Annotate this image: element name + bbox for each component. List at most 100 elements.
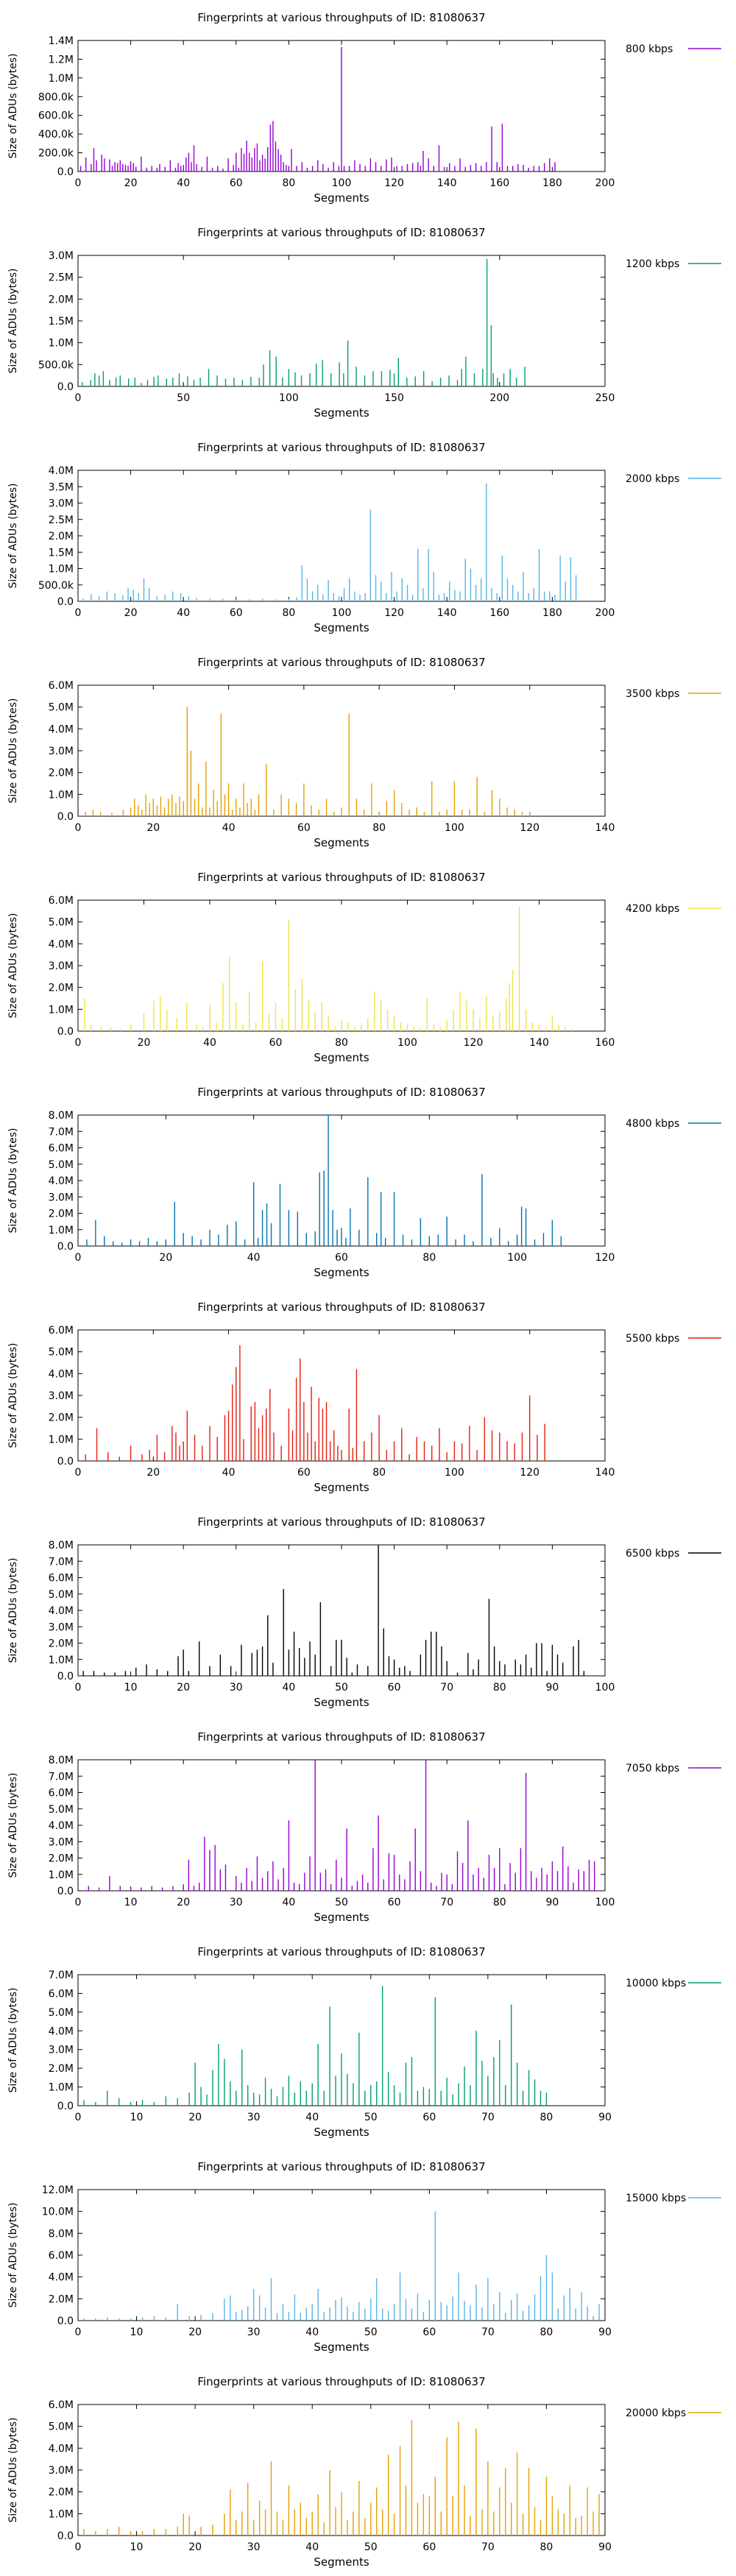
x-tick-label: 90 bbox=[598, 2541, 612, 2553]
x-tick-label: 80 bbox=[422, 1252, 436, 1264]
x-tick-label: 140 bbox=[529, 1037, 549, 1049]
y-tick-label: 3.0M bbox=[49, 1192, 74, 1203]
x-tick-label: 100 bbox=[595, 1682, 615, 1694]
legend-label: 6500 kbps bbox=[626, 1548, 679, 1560]
x-tick-label: 140 bbox=[437, 607, 457, 619]
legend-label: 15000 kbps bbox=[626, 2193, 686, 2204]
x-tick-label: 50 bbox=[177, 392, 190, 404]
y-axis-label: Size of ADUs (bytes) bbox=[7, 484, 19, 589]
x-axis-label: Segments bbox=[314, 2340, 369, 2354]
y-tick-label: 2.0M bbox=[49, 2293, 74, 2305]
x-tick-label: 70 bbox=[440, 1897, 453, 1908]
y-tick-label: 8.0M bbox=[49, 1110, 74, 1122]
y-tick-label: 0.0 bbox=[57, 1026, 74, 1038]
x-tick-label: 200 bbox=[595, 177, 615, 189]
plot-frame bbox=[77, 255, 606, 387]
y-tick-label: 0.0 bbox=[57, 2530, 74, 2542]
y-tick-label: 5.0M bbox=[49, 1804, 74, 1816]
x-tick-label: 30 bbox=[247, 2541, 261, 2553]
y-tick-label: 8.0M bbox=[49, 2228, 74, 2240]
x-tick-label: 160 bbox=[489, 177, 509, 189]
x-tick-label: 80 bbox=[540, 2112, 553, 2123]
y-tick-label: 500.0k bbox=[38, 580, 74, 592]
x-tick-label: 120 bbox=[520, 1467, 539, 1479]
y-tick-label: 2.0M bbox=[49, 1209, 74, 1220]
y-tick-label: 0.0 bbox=[57, 1241, 74, 1253]
x-tick-label: 60 bbox=[422, 2326, 436, 2338]
x-tick-label: 0 bbox=[75, 1037, 82, 1049]
x-tick-label: 60 bbox=[388, 1682, 401, 1694]
y-tick-label: 4.0M bbox=[49, 1605, 74, 1617]
y-tick-label: 10.0M bbox=[42, 2207, 74, 2218]
chart-panel: Fingerprints at various throughputs of I… bbox=[7, 656, 721, 849]
y-tick-label: 1.0M bbox=[49, 73, 74, 85]
y-tick-label: 1.0M bbox=[49, 1004, 74, 1016]
x-tick-label: 70 bbox=[481, 2326, 495, 2338]
chart-panel: Fingerprints at various throughputs of I… bbox=[7, 226, 721, 420]
x-tick-label: 40 bbox=[305, 2112, 319, 2123]
x-tick-label: 160 bbox=[489, 607, 509, 619]
x-tick-label: 30 bbox=[247, 2326, 261, 2338]
y-tick-label: 6.0M bbox=[49, 680, 74, 692]
x-tick-label: 0 bbox=[75, 2541, 82, 2553]
y-tick-label: 1.0M bbox=[49, 1225, 74, 1236]
x-tick-label: 20 bbox=[188, 2541, 202, 2553]
x-tick-label: 40 bbox=[177, 607, 190, 619]
y-axis-label: Size of ADUs (bytes) bbox=[7, 2203, 19, 2308]
y-axis-label: Size of ADUs (bytes) bbox=[7, 54, 19, 159]
x-tick-label: 0 bbox=[75, 392, 82, 404]
chart-panel: Fingerprints at various throughputs of I… bbox=[7, 1515, 721, 1709]
chart-title: Fingerprints at various throughputs of I… bbox=[197, 2160, 485, 2173]
y-tick-label: 2.0M bbox=[49, 294, 74, 305]
y-tick-label: 4.0M bbox=[49, 2272, 74, 2284]
x-tick-label: 200 bbox=[489, 392, 509, 404]
x-tick-label: 100 bbox=[445, 1467, 464, 1479]
x-tick-label: 80 bbox=[540, 2541, 553, 2553]
x-axis-label: Segments bbox=[314, 621, 369, 634]
x-tick-label: 180 bbox=[542, 177, 562, 189]
y-tick-label: 4.0M bbox=[49, 2443, 74, 2455]
x-tick-label: 40 bbox=[203, 1037, 216, 1049]
y-axis-label: Size of ADUs (bytes) bbox=[7, 1128, 19, 1234]
x-tick-label: 60 bbox=[422, 2112, 436, 2123]
chart-title: Fingerprints at various throughputs of I… bbox=[197, 1086, 485, 1099]
y-tick-label: 6.0M bbox=[49, 1325, 74, 1337]
y-tick-label: 0.0 bbox=[57, 811, 74, 823]
y-tick-label: 7.0M bbox=[49, 1126, 74, 1138]
y-tick-label: 6.0M bbox=[49, 1988, 74, 2000]
x-tick-label: 40 bbox=[222, 822, 236, 834]
x-tick-label: 20 bbox=[146, 822, 160, 834]
y-tick-label: 7.0M bbox=[49, 1771, 74, 1783]
y-tick-label: 6.0M bbox=[49, 2250, 74, 2262]
x-tick-label: 50 bbox=[335, 1897, 348, 1908]
legend-label: 4200 kbps bbox=[626, 903, 679, 915]
chart-title: Fingerprints at various throughputs of I… bbox=[197, 11, 485, 24]
y-tick-label: 2.5M bbox=[49, 272, 74, 284]
y-tick-label: 0.0 bbox=[57, 1456, 74, 1468]
y-tick-label: 1.0M bbox=[49, 789, 74, 801]
y-tick-label: 3.0M bbox=[49, 250, 74, 262]
x-tick-label: 100 bbox=[279, 392, 299, 404]
y-tick-label: 2.0M bbox=[49, 531, 74, 542]
x-tick-label: 60 bbox=[335, 1252, 348, 1264]
x-tick-label: 40 bbox=[282, 1682, 295, 1694]
y-tick-label: 2.0M bbox=[49, 983, 74, 994]
y-axis-label: Size of ADUs (bytes) bbox=[7, 698, 19, 804]
x-tick-label: 60 bbox=[230, 177, 243, 189]
legend-label: 20000 kbps bbox=[626, 2407, 686, 2419]
x-tick-label: 140 bbox=[595, 1467, 615, 1479]
x-tick-label: 70 bbox=[440, 1682, 453, 1694]
x-tick-label: 20 bbox=[159, 1252, 172, 1264]
x-tick-label: 80 bbox=[282, 177, 295, 189]
x-tick-label: 140 bbox=[437, 177, 457, 189]
legend-label: 2000 kbps bbox=[626, 473, 679, 485]
y-tick-label: 0.0 bbox=[57, 596, 74, 608]
x-tick-label: 30 bbox=[230, 1897, 243, 1908]
y-tick-label: 4.0M bbox=[49, 1368, 74, 1380]
legend-label: 5500 kbps bbox=[626, 1333, 679, 1345]
y-tick-label: 3.0M bbox=[49, 1390, 74, 1402]
y-axis-label: Size of ADUs (bytes) bbox=[7, 1343, 19, 1448]
x-axis-label: Segments bbox=[314, 1696, 369, 1709]
chart-panel: Fingerprints at various throughputs of I… bbox=[7, 871, 721, 1064]
